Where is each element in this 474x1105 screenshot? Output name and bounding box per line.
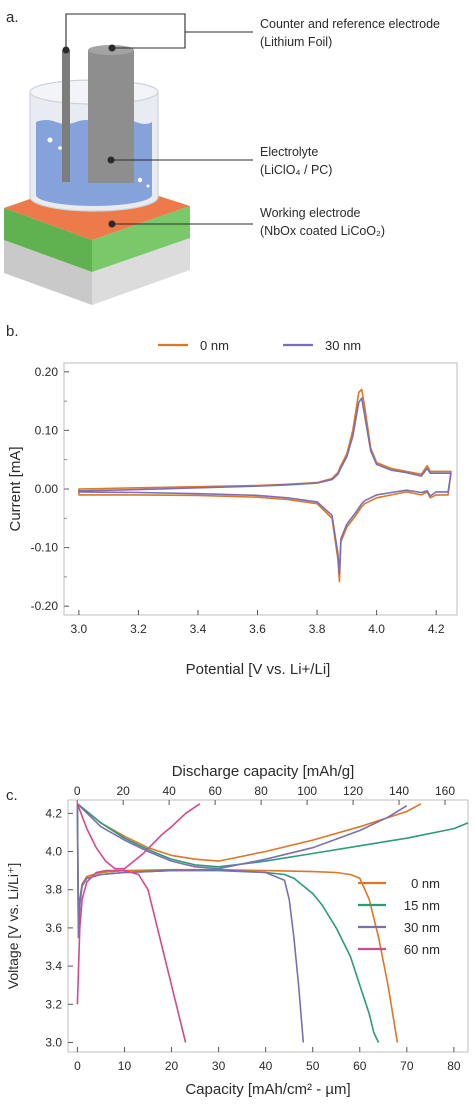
cv-plot-frame — [63, 362, 458, 616]
cap-top-x-tick-label: 80 — [254, 784, 268, 798]
cv-curve-30nm — [78, 397, 452, 575]
green-layer-side — [92, 206, 190, 272]
bubble — [47, 137, 53, 143]
cap-x-tick-label: 70 — [400, 1059, 414, 1073]
panel-b: b. 0 nm 30 nm 0.20 0.10 0.00 -0.10 -0.20 3.0… — [6, 323, 458, 678]
callout-dot — [108, 220, 116, 228]
callout-counter-line2: (Lithium Foil) — [260, 35, 332, 49]
cap-charge-curve-15nm — [76, 803, 469, 868]
cap-top-x-tick-label: 160 — [435, 784, 455, 798]
cv-x-tick-label: 4.2 — [428, 622, 445, 636]
cap-charge-curve-30nm — [76, 803, 408, 870]
callout-working-line2: (NbOx coated LiCoO₂) — [260, 224, 385, 238]
cv-x-tick-label: 3.4 — [190, 622, 207, 636]
cv-y-tick-label: 0.10 — [35, 423, 59, 437]
cap-top-x-tick-label: 20 — [116, 784, 130, 798]
cap-x-tick-label: 50 — [306, 1059, 320, 1073]
cap-y-tick-label: 3.6 — [45, 921, 62, 935]
callout-line-counter — [65, 13, 186, 50]
cap-top-x-tick-label: 120 — [343, 784, 363, 798]
green-layer-front — [4, 208, 92, 272]
cap-top-x-tick-label: 40 — [162, 784, 176, 798]
bubble — [137, 177, 143, 183]
cap-legend-label: 30 nm — [404, 920, 440, 935]
cap-top-x-tick-label: 140 — [389, 784, 409, 798]
reference-wire — [62, 50, 70, 182]
cap-y-tick-label: 3.4 — [45, 959, 62, 973]
cap-legend: 0 nm 15 nm 30 nm 60 nm — [358, 876, 440, 957]
cap-x-tick-label: 80 — [447, 1059, 461, 1073]
cap-x-tick-label: 10 — [118, 1059, 132, 1073]
cv-y-axis-title: Current [mA] — [7, 446, 24, 531]
panel-a-label: a. — [6, 9, 19, 26]
callout-electrolyte-line2: (LiClO₄ / PC) — [260, 163, 332, 177]
cap-top-x-tick-label: 0 — [74, 784, 81, 798]
cv-y-axis: 0.20 0.10 0.00 -0.10 -0.20 — [31, 365, 69, 613]
cap-top-x-axis: 0 20 40 60 80 100 120 140 160 — [74, 784, 455, 805]
cap-legend-label: 15 nm — [404, 898, 440, 913]
callout-electrolyte-line1: Electrolyte — [260, 145, 318, 159]
cv-x-tick-label: 3.8 — [309, 622, 326, 636]
base-block-front — [4, 240, 92, 305]
cv-curves — [78, 388, 452, 583]
cap-x-tick-label: 30 — [212, 1059, 226, 1073]
callout-dots — [62, 44, 116, 228]
bubble — [58, 146, 62, 150]
cap-discharge-curve-0nm — [76, 803, 399, 1043]
cap-x-axis: 0 10 20 30 40 50 60 70 80 — [74, 1047, 461, 1073]
cap-y-tick-label: 3.2 — [45, 997, 62, 1011]
cap-y-tick-label: 4.2 — [45, 806, 62, 820]
legend-label-30nm: 30 nm — [325, 338, 361, 353]
cv-x-tick-label: 3.0 — [71, 622, 88, 636]
cv-x-axis: 3.0 3.2 3.4 3.6 3.8 4.0 4.2 — [71, 610, 445, 636]
cap-x-tick-label: 60 — [353, 1059, 367, 1073]
cap-y-tick-label: 3.8 — [45, 883, 62, 897]
cap-y-axis-title: Voltage [V vs. Li/Li⁺] — [5, 863, 21, 989]
cv-y-tick-label: -0.20 — [31, 599, 59, 613]
cap-charge-curve-0nm — [76, 803, 422, 862]
callout-lines — [65, 13, 253, 225]
callout-dot — [108, 44, 116, 52]
cap-y-axis: 4.2 4.0 3.8 3.6 3.4 3.2 3.0 — [45, 806, 73, 1049]
cap-x-tick-label: 20 — [165, 1059, 179, 1073]
callout-dot — [107, 156, 115, 164]
cap-charge-curve-60nm — [76, 803, 201, 870]
cap-discharge-curve-30nm — [76, 803, 305, 1043]
cv-x-tick-label: 3.2 — [130, 622, 147, 636]
cv-x-tick-label: 3.6 — [249, 622, 266, 636]
cap-top-x-tick-label: 60 — [208, 784, 222, 798]
legend-label-0nm: 0 nm — [200, 338, 229, 353]
cell-schematic — [4, 45, 190, 305]
panel-c: Discharge capacity [mAh/g] c. 4.2 4.0 3.8 3… — [5, 763, 469, 1098]
cap-x-tick-label: 0 — [74, 1059, 81, 1073]
panel-b-label: b. — [6, 323, 19, 340]
cap-x-axis-title: Capacity [mAh/cm² - µm] — [185, 1081, 350, 1098]
base-block-side — [92, 238, 190, 305]
panel-a: a. — [4, 9, 440, 305]
cv-y-tick-label: -0.10 — [31, 541, 59, 555]
cv-x-axis-title: Potential [V vs. Li+/Li] — [186, 661, 331, 678]
cap-y-tick-label: 3.0 — [45, 1035, 62, 1049]
cap-curves — [76, 803, 469, 1043]
cv-x-tick-label: 4.0 — [368, 622, 385, 636]
bubble — [146, 184, 150, 188]
panel-c-label: c. — [6, 787, 18, 804]
cap-top-axis-title: Discharge capacity [mAh/g] — [172, 763, 355, 780]
cap-y-tick-label: 4.0 — [45, 845, 62, 859]
cv-legend: 0 nm 30 nm — [158, 338, 361, 353]
callout-dot — [62, 46, 70, 54]
cv-y-tick-label: 0.20 — [35, 365, 59, 379]
callout-working-line1: Working electrode — [260, 206, 361, 220]
cap-legend-label: 60 nm — [404, 942, 440, 957]
cap-top-x-tick-label: 100 — [297, 784, 317, 798]
cap-x-tick-label: 40 — [259, 1059, 273, 1073]
cap-discharge-curve-60nm — [76, 869, 187, 1043]
cap-legend-label: 0 nm — [411, 876, 440, 891]
cap-plot-frame — [67, 799, 469, 1053]
callout-counter-line1: Counter and reference electrode — [260, 17, 440, 31]
cv-y-tick-label: 0.00 — [35, 482, 59, 496]
